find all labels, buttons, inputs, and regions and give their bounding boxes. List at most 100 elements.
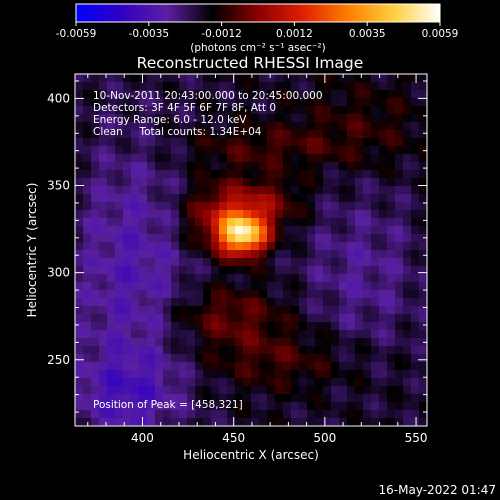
- heatmap-cell: [107, 74, 116, 83]
- x-tick-label: 450: [222, 431, 245, 445]
- heatmap-cell: [83, 74, 92, 83]
- heatmap-cell: [275, 394, 284, 403]
- heatmap-cell: [355, 258, 364, 267]
- heatmap-cell: [147, 122, 156, 131]
- heatmap-cell: [315, 122, 324, 131]
- heatmap-cell: [251, 274, 260, 283]
- heatmap-cell: [203, 258, 212, 267]
- heatmap-cell: [219, 322, 228, 331]
- heatmap-cell: [331, 250, 340, 259]
- heatmap-cell: [75, 90, 84, 99]
- heatmap-cell: [155, 242, 164, 251]
- heatmap-cell: [339, 410, 348, 419]
- heatmap-cell: [355, 362, 364, 371]
- heatmap-cell: [163, 210, 172, 219]
- heatmap-cell: [323, 282, 332, 291]
- heatmap-cell: [315, 290, 324, 299]
- heatmap-cell: [91, 234, 100, 243]
- heatmap-cell: [387, 322, 396, 331]
- heatmap-cell: [291, 242, 300, 251]
- heatmap-cell: [363, 362, 372, 371]
- heatmap-cell: [179, 338, 188, 347]
- heatmap-cell: [91, 178, 100, 187]
- heatmap-cell: [259, 306, 268, 315]
- heatmap-cell: [155, 346, 164, 355]
- heatmap-cell: [171, 146, 180, 155]
- heatmap-cell: [83, 338, 92, 347]
- heatmap-cell: [259, 162, 268, 171]
- colorbar-ticks: -0.0059 -0.0035 -0.0012 0.0012 0.0035 0.0059: [56, 22, 458, 40]
- heatmap-cell: [259, 330, 268, 339]
- heatmap-cell: [395, 282, 404, 291]
- heatmap-cell: [139, 178, 148, 187]
- heatmap-cell: [283, 218, 292, 227]
- heatmap-cell: [419, 194, 428, 203]
- heatmap-cell: [115, 386, 124, 395]
- plot-frame: [74, 73, 428, 427]
- heatmap-cell: [307, 306, 316, 315]
- heatmap-cell: [411, 394, 420, 403]
- heatmap-cell: [107, 202, 116, 211]
- heatmap-cell: [131, 74, 140, 83]
- heatmap-cell: [379, 242, 388, 251]
- heatmap-cell: [403, 330, 412, 339]
- heatmap-cell: [179, 418, 188, 427]
- heatmap-cell: [243, 346, 252, 355]
- heatmap-cell: [99, 242, 108, 251]
- heatmap-cell: [75, 314, 84, 323]
- heatmap-cell: [403, 82, 412, 91]
- heatmap-cell: [155, 322, 164, 331]
- heatmap-cell: [251, 234, 260, 243]
- heatmap-cell: [387, 394, 396, 403]
- heatmap-cell: [91, 418, 100, 427]
- heatmap-cell: [395, 90, 404, 99]
- heatmap-cell: [403, 146, 412, 155]
- heatmap-cell: [123, 258, 132, 267]
- heatmap-cell: [259, 370, 268, 379]
- heatmap-cell: [347, 306, 356, 315]
- heatmap-cell: [203, 162, 212, 171]
- heatmap-cell: [139, 98, 148, 107]
- heatmap-cell: [123, 178, 132, 187]
- heatmap-cell: [363, 322, 372, 331]
- heatmap-cell: [347, 250, 356, 259]
- heatmap-cell: [227, 282, 236, 291]
- heatmap-cell: [115, 194, 124, 203]
- heatmap-cell: [259, 122, 268, 131]
- heatmap-cell: [243, 162, 252, 171]
- colorbar: [75, 3, 441, 23]
- heatmap-cell: [131, 378, 140, 387]
- heatmap-cell: [275, 346, 284, 355]
- heatmap-cell: [123, 370, 132, 379]
- heatmap-cell: [139, 122, 148, 131]
- heatmap-cell: [155, 146, 164, 155]
- heatmap-cell: [331, 322, 340, 331]
- heatmap-cell: [339, 130, 348, 139]
- heatmap-cell: [331, 362, 340, 371]
- heatmap-cell: [171, 258, 180, 267]
- heatmap-cell: [267, 90, 276, 99]
- heatmap-cell: [363, 250, 372, 259]
- heatmap-cell: [155, 386, 164, 395]
- heatmap-cell: [147, 178, 156, 187]
- heatmap-cell: [179, 242, 188, 251]
- heatmap-cell: [99, 146, 108, 155]
- heatmap-cell: [379, 74, 388, 83]
- heatmap-cell: [235, 322, 244, 331]
- heatmap-cell: [131, 354, 140, 363]
- heatmap-cell: [355, 290, 364, 299]
- heatmap-cell: [227, 106, 236, 115]
- heatmap-cell: [331, 194, 340, 203]
- heatmap-cell: [339, 370, 348, 379]
- heatmap-cell: [115, 338, 124, 347]
- heatmap-cell: [371, 362, 380, 371]
- heatmap-cell: [227, 354, 236, 363]
- heatmap-cell: [171, 362, 180, 371]
- heatmap-cell: [403, 282, 412, 291]
- heatmap-cell: [243, 90, 252, 99]
- heatmap-cell: [315, 178, 324, 187]
- heatmap-cell: [283, 298, 292, 307]
- heatmap-cell: [323, 258, 332, 267]
- heatmap-cell: [411, 410, 420, 419]
